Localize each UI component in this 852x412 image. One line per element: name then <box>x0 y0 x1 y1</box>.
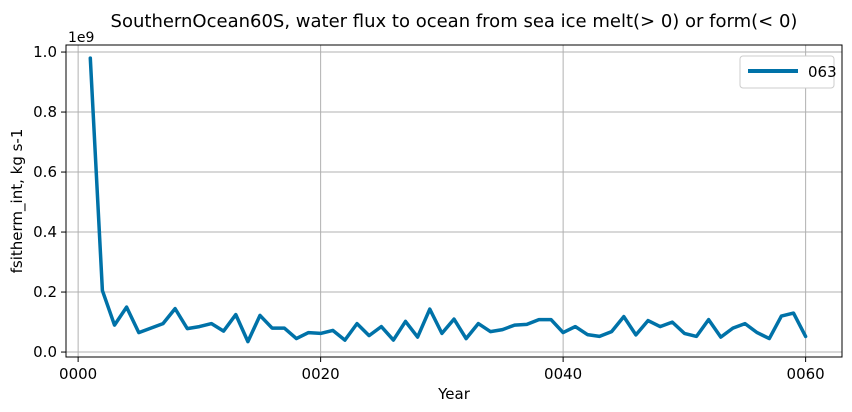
y-tick-label: 0.6 <box>33 163 57 181</box>
y-axis-label: fsitherm_int, kg s-1 <box>8 129 27 274</box>
plot-area <box>65 44 843 358</box>
chart-title: SouthernOcean60S, water flux to ocean fr… <box>111 11 798 32</box>
y-offset-label: 1e9 <box>68 30 94 46</box>
legend-label: 063 <box>808 63 837 81</box>
x-tick-label: 0020 <box>302 365 340 383</box>
series-group <box>88 56 808 344</box>
x-axis-label: Year <box>437 385 471 403</box>
x-tick-label: 0000 <box>59 365 97 383</box>
y-tick-label: 1.0 <box>33 43 57 61</box>
grid-lines <box>66 45 842 357</box>
y-axis: 0.0 0.2 0.4 0.6 0.8 1.0 <box>33 43 66 361</box>
x-tick-label: 0040 <box>544 365 582 383</box>
x-tick-label: 0060 <box>787 365 825 383</box>
y-tick-label: 0.4 <box>33 223 57 241</box>
y-tick-label: 0.0 <box>33 343 57 361</box>
series-line <box>88 56 808 344</box>
legend: 063 <box>739 55 837 89</box>
y-tick-label: 0.8 <box>33 103 57 121</box>
y-tick-label: 0.2 <box>33 283 57 301</box>
x-axis: 0000 0020 0040 0060 <box>59 357 825 383</box>
